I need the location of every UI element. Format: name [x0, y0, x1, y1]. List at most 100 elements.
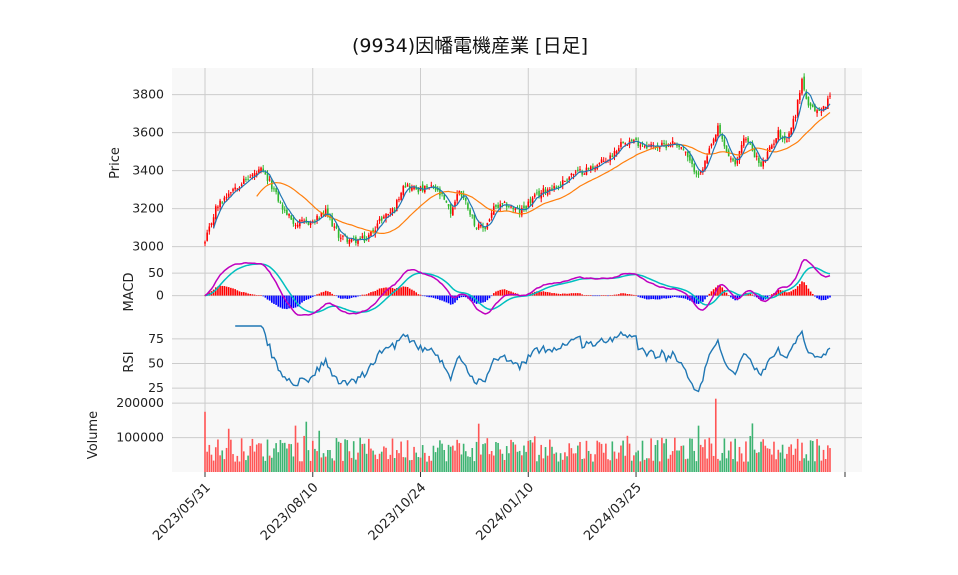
rsi-axis-label: RSI	[122, 351, 137, 372]
macd-histogram-bar	[678, 295, 680, 298]
volume-bar	[376, 459, 379, 472]
volume-bar	[667, 458, 670, 472]
price-tick-label: 3000	[132, 239, 164, 254]
macd-histogram-bar	[753, 295, 756, 297]
macd-histogram-bar	[667, 295, 670, 299]
candle-body	[790, 127, 793, 135]
candle-body	[643, 146, 646, 148]
volume-bar	[605, 443, 607, 472]
candle-body	[396, 199, 398, 211]
candle-body	[271, 180, 273, 190]
macd-histogram-bar	[279, 295, 282, 308]
candle-body	[538, 190, 540, 197]
macd-histogram-bar	[482, 295, 484, 303]
volume-bar	[251, 438, 254, 472]
volume-bar	[650, 438, 652, 472]
candle-body	[589, 166, 592, 171]
volume-bar	[624, 455, 627, 472]
macd-histogram-bar	[245, 292, 247, 296]
candle-body	[762, 160, 764, 167]
candle-body	[717, 125, 719, 137]
volume-bar	[786, 453, 788, 472]
macd-histogram-bar	[462, 295, 465, 298]
macd-histogram-bar	[309, 295, 312, 299]
candle-body	[268, 179, 271, 181]
candle-body	[322, 214, 325, 216]
candle-body	[570, 173, 573, 176]
macd-histogram-bar	[378, 288, 381, 296]
candle-body	[663, 143, 665, 145]
candle-body	[445, 200, 448, 203]
candle-body	[372, 229, 374, 233]
candle-body	[768, 146, 771, 152]
macd-histogram-bar	[497, 290, 499, 296]
x-tick-label: 2023/10/24	[366, 480, 430, 544]
volume-bar	[781, 444, 784, 472]
macd-histogram-bar	[508, 290, 510, 296]
candle-body	[406, 184, 409, 187]
macd-histogram-bar	[615, 294, 618, 296]
x-tick-label: 2024/01/10	[474, 480, 538, 544]
candle-body	[736, 159, 739, 164]
candle-body	[568, 177, 571, 180]
macd-histogram-bar	[544, 291, 547, 296]
macd-histogram-bar	[296, 295, 299, 307]
candle-body	[816, 110, 818, 114]
volume-bar	[803, 458, 805, 472]
macd-histogram-bar	[777, 289, 780, 296]
volume-bar	[564, 452, 566, 472]
candle-body	[413, 186, 415, 190]
macd-histogram-bar	[727, 295, 730, 296]
candle-body	[783, 135, 786, 140]
macd-histogram-bar	[818, 295, 821, 300]
macd-histogram-bar	[324, 290, 327, 296]
macd-histogram-bar	[471, 295, 474, 301]
candle-body	[475, 227, 478, 229]
price-tick-label: 3400	[132, 163, 164, 178]
volume-bar	[331, 458, 333, 472]
volume-bar	[555, 452, 558, 472]
volume-bar	[684, 459, 687, 472]
macd-histogram-bar	[587, 295, 590, 296]
macd-histogram-bar	[719, 285, 721, 296]
volume-bar	[385, 447, 387, 472]
candle-body	[781, 138, 784, 140]
macd-histogram-bar	[227, 287, 230, 296]
macd-panel	[172, 258, 862, 326]
volume-bar	[389, 454, 392, 472]
candle-body	[411, 186, 413, 191]
candle-body	[615, 151, 618, 154]
candle-body	[232, 188, 234, 192]
macd-histogram-bar	[456, 295, 458, 301]
volume-bar	[725, 458, 728, 472]
volume-bar	[730, 441, 732, 472]
volume-bar	[387, 459, 389, 472]
volume-bar	[577, 445, 579, 472]
macd-histogram-bar	[732, 295, 734, 299]
volume-bar	[702, 447, 704, 472]
volume-bar	[303, 435, 305, 472]
candle-body	[796, 99, 799, 117]
volume-bar	[449, 446, 452, 472]
macd-histogram-bar	[620, 293, 622, 296]
macd-histogram-bar	[464, 295, 467, 298]
candle-body	[671, 140, 674, 145]
macd-histogram-bar	[702, 295, 704, 302]
volume-bar	[396, 450, 398, 472]
volume-bar	[553, 453, 555, 472]
volume-bar	[561, 459, 564, 472]
macd-histogram-bar	[643, 295, 646, 299]
macd-histogram-bar	[501, 289, 504, 296]
volume-bar	[232, 454, 234, 472]
volume-bar	[307, 450, 310, 472]
candle-body	[385, 213, 387, 219]
candle-body	[258, 169, 260, 173]
macd-histogram-bar	[458, 295, 461, 298]
volume-bar	[699, 444, 702, 472]
macd-histogram-bar	[436, 295, 439, 300]
volume-bar	[600, 443, 603, 472]
volume-bar	[824, 459, 827, 472]
macd-histogram-bar	[316, 294, 318, 296]
macd-histogram-bar	[572, 293, 575, 296]
volume-bar	[620, 445, 622, 472]
